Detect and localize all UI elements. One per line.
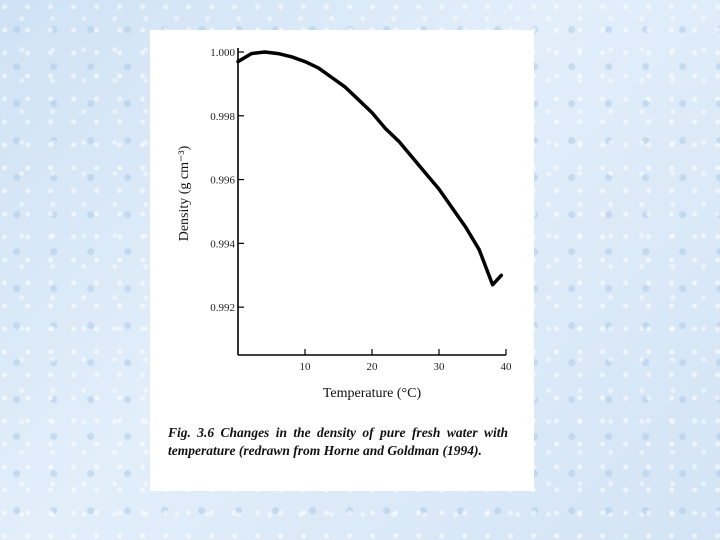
y-tick-label: 0.998: [210, 111, 235, 123]
x-tick-label: 30: [434, 361, 446, 373]
y-axis-title: Density (g cm⁻³): [177, 145, 192, 241]
x-axis-title: Temperature (°C): [323, 386, 422, 401]
x-tick-label: 20: [367, 361, 379, 373]
y-tick-label: 1.000: [210, 47, 235, 59]
density-chart: 1.000 0.998 0.996 0.994 0.992 10 20 30 40 Tempe…: [177, 47, 513, 401]
x-axis-ticks: 10 20 30 40: [300, 349, 513, 373]
y-axis-ticks: 1.000 0.998 0.996 0.994 0.992: [210, 47, 244, 314]
x-tick-label: 10: [300, 361, 312, 373]
chart-axes: [237, 48, 506, 356]
y-tick-label: 0.992: [210, 302, 235, 314]
figure-card: 1.000 0.998 0.996 0.994 0.992 10 20 30 40 Tempe…: [150, 30, 534, 491]
y-tick-label: 0.994: [210, 238, 235, 250]
figure-caption: Fig. 3.6 Changes in the density of pure …: [168, 425, 508, 458]
density-curve: [236, 50, 504, 287]
y-tick-label: 0.996: [210, 175, 235, 187]
x-tick-label: 40: [501, 361, 513, 373]
